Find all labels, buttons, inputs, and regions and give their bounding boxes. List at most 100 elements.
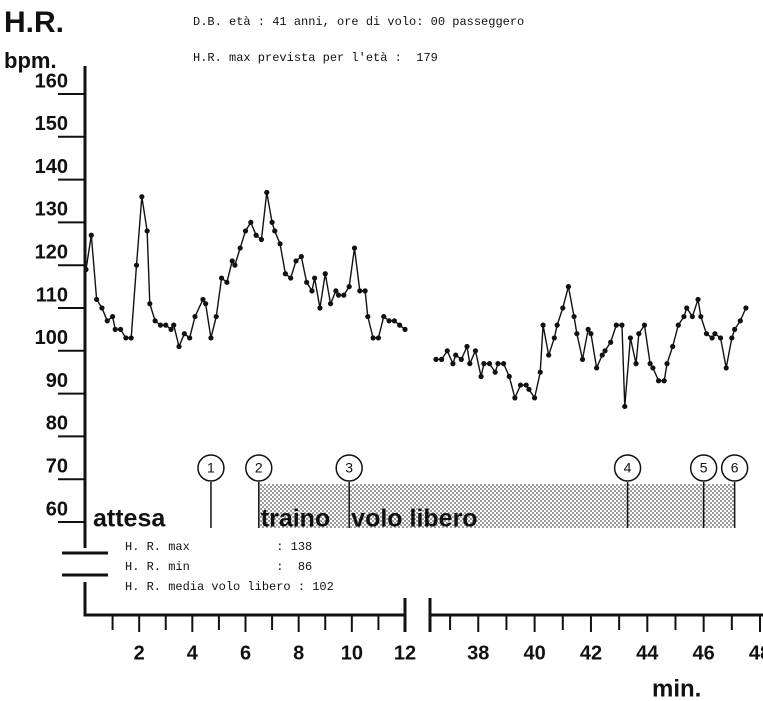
- header-info: D.B. età : 41 anni, ore di volo: 00 pass…: [193, 15, 524, 29]
- hr-point: [486, 361, 493, 367]
- hr-point: [717, 335, 724, 341]
- hr-point: [288, 275, 294, 281]
- hr-point: [622, 403, 628, 410]
- hr-point: [554, 322, 560, 328]
- stat-line: H. R. min : 86: [125, 560, 312, 574]
- x-tick-label: 6: [240, 642, 251, 664]
- y-tick-label: 140: [35, 156, 68, 178]
- y-tick-label: 150: [35, 113, 68, 135]
- hr-point: [647, 361, 653, 367]
- hr-point: [602, 348, 608, 354]
- hr-point: [495, 361, 501, 367]
- hr-point: [282, 271, 288, 277]
- hr-point: [599, 352, 605, 358]
- y-tick-label: 100: [35, 327, 68, 349]
- event-circle: [335, 454, 363, 482]
- hr-point: [203, 301, 209, 307]
- hr-point: [481, 361, 487, 367]
- x-tick-label: 38: [467, 642, 489, 664]
- hr-point: [248, 219, 254, 225]
- hr-point: [157, 322, 164, 328]
- hr-point: [526, 386, 532, 392]
- hr-point: [83, 266, 89, 273]
- y-axis-unit: bpm.: [4, 48, 57, 73]
- hr-point: [523, 382, 529, 388]
- event-circle: [245, 454, 273, 482]
- event-label: 6: [731, 460, 739, 476]
- hr-point: [133, 262, 140, 268]
- hr-point: [458, 356, 464, 362]
- hr-point: [546, 352, 552, 358]
- x-tick-label: 2: [134, 642, 145, 664]
- hr-point: [532, 395, 538, 401]
- hr-point: [152, 318, 158, 324]
- hr-point: [176, 343, 182, 350]
- x-tick-label: 10: [341, 642, 363, 664]
- hr-point: [213, 313, 219, 320]
- hr-point: [327, 301, 334, 307]
- hr-point: [732, 326, 738, 332]
- x-tick-label: 40: [523, 642, 545, 664]
- hr-point: [641, 322, 648, 328]
- hr-point: [112, 326, 118, 332]
- hr-point: [147, 301, 153, 307]
- event-label: 4: [624, 460, 632, 476]
- hr-point: [397, 322, 403, 328]
- hr-point: [585, 326, 591, 332]
- hr-point: [309, 288, 315, 294]
- y-tick-label: 90: [46, 370, 68, 392]
- hr-point: [139, 194, 145, 200]
- y-tick-label: 130: [35, 199, 68, 221]
- hr-point: [391, 318, 397, 324]
- event-label: 5: [700, 460, 708, 476]
- hr-point: [386, 318, 392, 324]
- hr-point: [317, 305, 323, 311]
- hr-point: [94, 296, 100, 303]
- hr-point: [104, 318, 110, 324]
- hr-point: [123, 335, 129, 341]
- hr-point: [579, 356, 586, 362]
- event-label: 3: [345, 460, 353, 476]
- hr-point: [613, 322, 619, 328]
- event-circle: [689, 454, 718, 482]
- background-layer: [258, 484, 735, 528]
- hr-point: [478, 373, 484, 380]
- hr-point: [501, 361, 507, 367]
- hr-point: [709, 335, 715, 341]
- hr-point: [571, 313, 577, 320]
- hr-point: [365, 313, 371, 320]
- hr-point: [117, 326, 124, 332]
- stat-line: H. R. max : 138: [125, 540, 312, 554]
- hr-point: [277, 241, 283, 247]
- hr-point: [537, 369, 543, 375]
- hr-point: [272, 228, 278, 234]
- hr-point: [698, 313, 704, 320]
- hr-point: [144, 228, 150, 234]
- hr-line: [85, 192, 406, 349]
- x-axis-title: min.: [652, 675, 701, 701]
- axis-break: [62, 551, 108, 577]
- hr-point: [670, 343, 676, 350]
- x-tick-label: 4: [187, 642, 199, 664]
- hr-point: [229, 258, 235, 264]
- hr-point: [99, 305, 105, 311]
- hr-point: [517, 382, 524, 388]
- event-circle: [720, 454, 749, 482]
- event-circle: [613, 454, 642, 482]
- hr-point: [346, 284, 352, 290]
- hr-point: [450, 361, 456, 367]
- hr-point: [627, 335, 634, 341]
- y-tick-label: 120: [35, 241, 68, 263]
- hr-point: [512, 395, 518, 401]
- hr-point: [402, 326, 408, 332]
- hr-point: [304, 279, 310, 285]
- hr-point: [650, 365, 656, 371]
- phase-label: traino: [261, 505, 330, 533]
- hr-point: [492, 369, 498, 375]
- hr-point: [608, 339, 614, 345]
- hr-point: [439, 356, 445, 362]
- hr-line: [436, 286, 747, 407]
- hr-point: [633, 361, 639, 367]
- phase-label: volo libero: [351, 505, 477, 533]
- phase-label: attesa: [93, 505, 166, 533]
